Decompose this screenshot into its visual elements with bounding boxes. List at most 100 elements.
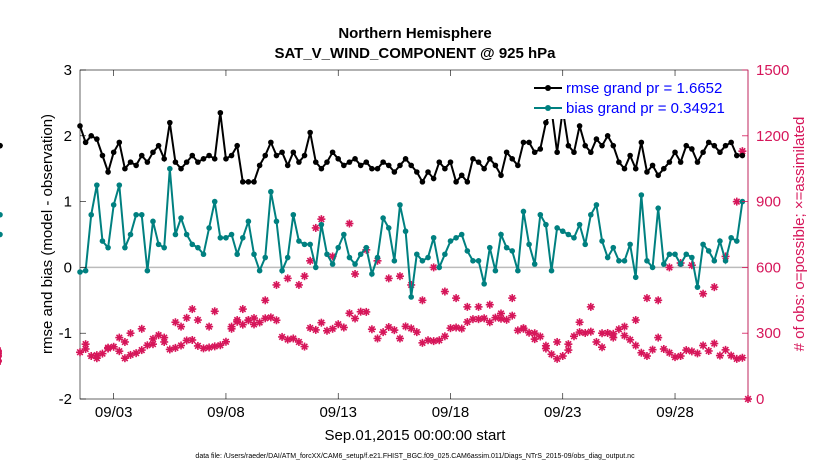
rmse-point xyxy=(565,142,572,149)
bias-point xyxy=(195,244,201,251)
obs-outlier-point xyxy=(311,223,320,232)
star-core xyxy=(173,345,178,350)
bias-point xyxy=(296,238,302,244)
star-core xyxy=(302,274,307,279)
star-core xyxy=(409,326,414,331)
star-core xyxy=(285,276,290,281)
rmse-point xyxy=(593,136,600,142)
obs-outlier-point xyxy=(210,307,219,316)
obs-point xyxy=(379,328,388,337)
star-core xyxy=(386,325,391,330)
rmse-point xyxy=(728,139,734,146)
obs-point xyxy=(440,332,449,341)
obs-point xyxy=(328,324,337,333)
obs-outlier-point xyxy=(115,333,124,342)
obs-point xyxy=(715,351,724,360)
obs-outlier-point xyxy=(345,219,354,228)
bias-point xyxy=(498,231,504,238)
obs-outlier-point xyxy=(283,274,292,283)
star-core xyxy=(364,309,369,314)
obs-point xyxy=(362,307,371,316)
obs-outlier-point xyxy=(137,324,146,333)
bias-point xyxy=(683,251,690,258)
obs-point xyxy=(81,344,90,353)
rmse-point xyxy=(414,169,420,175)
obs-outlier-point xyxy=(440,287,449,296)
star-core xyxy=(689,349,694,354)
rmse-point xyxy=(649,162,656,169)
star-core xyxy=(100,351,105,356)
star-core xyxy=(190,307,195,312)
bias-point xyxy=(200,251,207,258)
rmse-point xyxy=(307,129,313,136)
bias-point xyxy=(301,241,308,248)
obs-outlier-point xyxy=(317,215,326,224)
bias-point xyxy=(475,258,482,264)
obs-outlier-point xyxy=(665,263,674,272)
star-core xyxy=(431,339,436,344)
star-core xyxy=(223,339,228,344)
obs-outlier-point xyxy=(586,302,595,311)
obs-point xyxy=(132,349,141,358)
rmse-point xyxy=(262,152,269,159)
star-core xyxy=(78,350,82,355)
bias-point xyxy=(649,264,656,271)
bias-point xyxy=(284,254,291,261)
rmse-point xyxy=(234,142,240,149)
bias-point xyxy=(711,258,718,264)
star-core xyxy=(117,349,122,354)
obs-point xyxy=(154,331,163,340)
rmse-point xyxy=(616,159,622,165)
star-core xyxy=(128,352,133,357)
bias-point xyxy=(144,267,151,274)
star-core xyxy=(420,298,425,303)
bias-point xyxy=(82,267,89,274)
star-core xyxy=(218,343,223,348)
rmse-point xyxy=(161,156,168,162)
star-core xyxy=(616,327,621,332)
bias-point xyxy=(447,238,454,244)
obs-outlier-point xyxy=(738,147,747,156)
legend-rmse-label: rmse grand pr = 1.6652 xyxy=(566,80,722,97)
star-core xyxy=(414,330,419,335)
bias-point xyxy=(251,251,257,258)
bias-point xyxy=(414,251,420,258)
star-core xyxy=(302,344,307,349)
star-core xyxy=(628,337,633,342)
rmse-point xyxy=(576,123,583,129)
obs-point xyxy=(171,343,180,352)
obs-outlier-point xyxy=(300,272,309,281)
bias-point xyxy=(234,251,240,258)
bias-point xyxy=(464,248,471,254)
star-core xyxy=(117,335,122,340)
y-tick-label: -1 xyxy=(59,325,72,342)
rmse-point xyxy=(385,162,392,169)
star-core xyxy=(644,296,649,301)
rmse-point xyxy=(183,159,190,165)
bias-point xyxy=(616,258,622,264)
obs-point xyxy=(177,341,186,350)
bias-point xyxy=(318,221,325,228)
obs-outlier-point xyxy=(261,296,270,305)
bias-point xyxy=(638,192,645,198)
bias-point xyxy=(666,251,673,258)
obs-point xyxy=(564,346,573,355)
obs-outlier-point xyxy=(553,337,562,346)
bias-point xyxy=(206,225,212,231)
rmse-point xyxy=(430,175,437,182)
bias-point xyxy=(116,182,123,188)
bias-point xyxy=(385,225,392,231)
obs-outlier-point xyxy=(182,313,191,322)
obs-outlier-point xyxy=(193,316,202,325)
rmse-point xyxy=(408,162,414,169)
obs-outlier-point xyxy=(463,302,472,311)
star-core xyxy=(341,325,346,330)
x-tick-label: 09/08 xyxy=(207,404,245,421)
bias-point xyxy=(138,211,145,218)
star-core xyxy=(308,258,313,263)
legend: rmse grand pr = 1.6652 bias grand pr = 0… xyxy=(532,79,746,119)
rmse-point xyxy=(711,142,718,149)
obs-point xyxy=(614,325,623,334)
star-core xyxy=(184,315,189,320)
chart-title: Northern Hemisphere xyxy=(338,25,491,42)
